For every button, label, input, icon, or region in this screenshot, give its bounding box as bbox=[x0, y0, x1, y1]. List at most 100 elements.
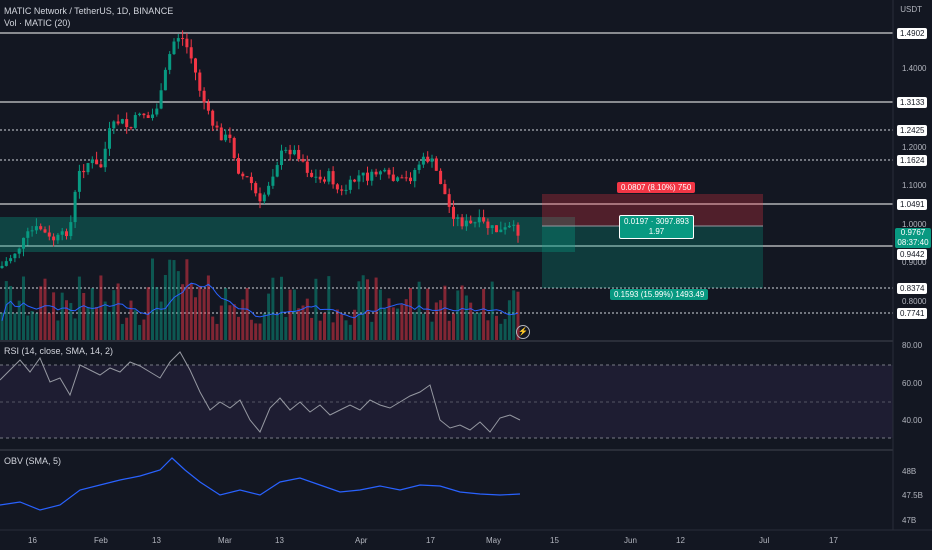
volume-bar bbox=[86, 307, 90, 340]
candle-body bbox=[301, 158, 305, 162]
volume-bar bbox=[404, 299, 408, 340]
date-label: Mar bbox=[218, 536, 232, 545]
volume-bar bbox=[142, 319, 146, 340]
candle-body bbox=[254, 183, 258, 194]
volume-bar bbox=[460, 285, 464, 340]
candle-body bbox=[288, 149, 292, 155]
price-tick: 1.1000 bbox=[902, 181, 927, 190]
candle-body bbox=[34, 226, 38, 231]
level-label: 1.4902 bbox=[897, 28, 928, 39]
volume-bar bbox=[413, 312, 417, 340]
candle-body bbox=[482, 217, 486, 222]
obv-legend[interactable]: OBV (SMA, 5) bbox=[4, 456, 62, 466]
symbol-legend[interactable]: MATIC Network / TetherUS, 1D, BINANCE bbox=[4, 6, 174, 16]
candle-body bbox=[112, 121, 116, 129]
volume-bar bbox=[90, 288, 94, 340]
candle-body bbox=[400, 177, 404, 179]
volume-bar bbox=[310, 317, 314, 340]
candle-body bbox=[202, 90, 206, 103]
volume-bar bbox=[469, 302, 473, 340]
candlestick-series bbox=[0, 30, 520, 269]
candle-countdown: 08:37:40 bbox=[897, 238, 929, 247]
candle-body bbox=[237, 158, 240, 174]
candle-body bbox=[194, 58, 197, 73]
lightning-icon[interactable]: ⚡ bbox=[516, 325, 530, 339]
candle-body bbox=[292, 149, 296, 155]
volume-bar bbox=[495, 315, 498, 340]
level-label: 0.8374 bbox=[897, 283, 928, 294]
candle-body bbox=[39, 226, 43, 230]
volume-bar bbox=[503, 319, 507, 340]
candle-body bbox=[439, 170, 443, 185]
candle-body bbox=[224, 134, 228, 141]
volume-bar bbox=[116, 283, 120, 340]
volume-bar bbox=[387, 298, 391, 340]
candle-body bbox=[452, 206, 455, 219]
candle-body bbox=[73, 191, 77, 223]
volume-bar bbox=[331, 322, 335, 340]
long-position-tool[interactable] bbox=[542, 194, 763, 288]
volume-bar bbox=[181, 284, 185, 340]
candle-body bbox=[353, 179, 357, 182]
level-label: 0.9442 bbox=[897, 249, 928, 260]
price-tick: 1.2000 bbox=[902, 143, 927, 152]
candle-body bbox=[142, 113, 146, 116]
volume-bar bbox=[327, 276, 331, 340]
volume-bar bbox=[189, 283, 193, 340]
candle-body bbox=[378, 171, 382, 175]
candle-body bbox=[4, 261, 8, 266]
volume-bar bbox=[318, 320, 322, 340]
candle-body bbox=[176, 38, 180, 42]
candle-body bbox=[318, 176, 322, 180]
level-label: 1.0491 bbox=[897, 199, 928, 210]
current-price-value: 0.9767 bbox=[900, 228, 926, 237]
volume-bar bbox=[228, 305, 232, 340]
candle-body bbox=[267, 185, 271, 195]
candle-body bbox=[26, 231, 30, 238]
volume-bar bbox=[202, 288, 206, 340]
candle-body bbox=[344, 189, 348, 191]
volume-bar bbox=[43, 278, 47, 340]
volume-bar bbox=[245, 287, 249, 340]
volume-bar bbox=[383, 308, 387, 340]
candle-body bbox=[460, 217, 464, 227]
volume-bar bbox=[39, 286, 43, 340]
position-center-label: 0.0197 · 3097.893 1.97 bbox=[619, 215, 694, 239]
candle-body bbox=[361, 172, 365, 176]
volume-bar bbox=[417, 281, 421, 340]
obv-tick: 47.5B bbox=[902, 491, 923, 500]
volume-bar bbox=[456, 290, 460, 340]
volume-bar bbox=[348, 324, 352, 340]
candle-body bbox=[17, 248, 21, 254]
rsi-legend[interactable]: RSI (14, close, SMA, 14, 2) bbox=[4, 346, 114, 356]
volume-bar bbox=[301, 305, 305, 340]
volume-bar bbox=[477, 312, 481, 340]
date-label: 17 bbox=[426, 536, 435, 545]
volume-bar bbox=[22, 276, 25, 340]
candle-body bbox=[258, 193, 262, 202]
volume-bar bbox=[237, 316, 240, 340]
date-label: 13 bbox=[275, 536, 284, 545]
volume-bar bbox=[232, 304, 236, 340]
rsi-tick: 40.00 bbox=[902, 416, 923, 425]
volume-bar bbox=[215, 323, 219, 340]
candle-body bbox=[314, 176, 318, 178]
candle-body bbox=[370, 171, 374, 181]
candle-body bbox=[146, 115, 150, 118]
volume-bar bbox=[288, 289, 292, 340]
date-label: 12 bbox=[676, 536, 685, 545]
volume-legend[interactable]: Vol · MATIC (20) bbox=[4, 18, 71, 28]
volume-bar bbox=[254, 323, 258, 340]
volume-bar bbox=[13, 313, 17, 340]
position-qty: 0.0197 · 3097.893 bbox=[624, 217, 689, 226]
volume-bar bbox=[194, 297, 197, 340]
current-price-label: 0.9767 08:37:40 bbox=[895, 228, 931, 248]
volume-bar bbox=[176, 271, 180, 340]
candle-body bbox=[116, 121, 120, 124]
volume-bar bbox=[353, 309, 357, 340]
volume-bar bbox=[284, 317, 288, 340]
volume-bar bbox=[211, 316, 215, 340]
volume-bars bbox=[0, 258, 520, 340]
candle-body bbox=[181, 38, 185, 40]
